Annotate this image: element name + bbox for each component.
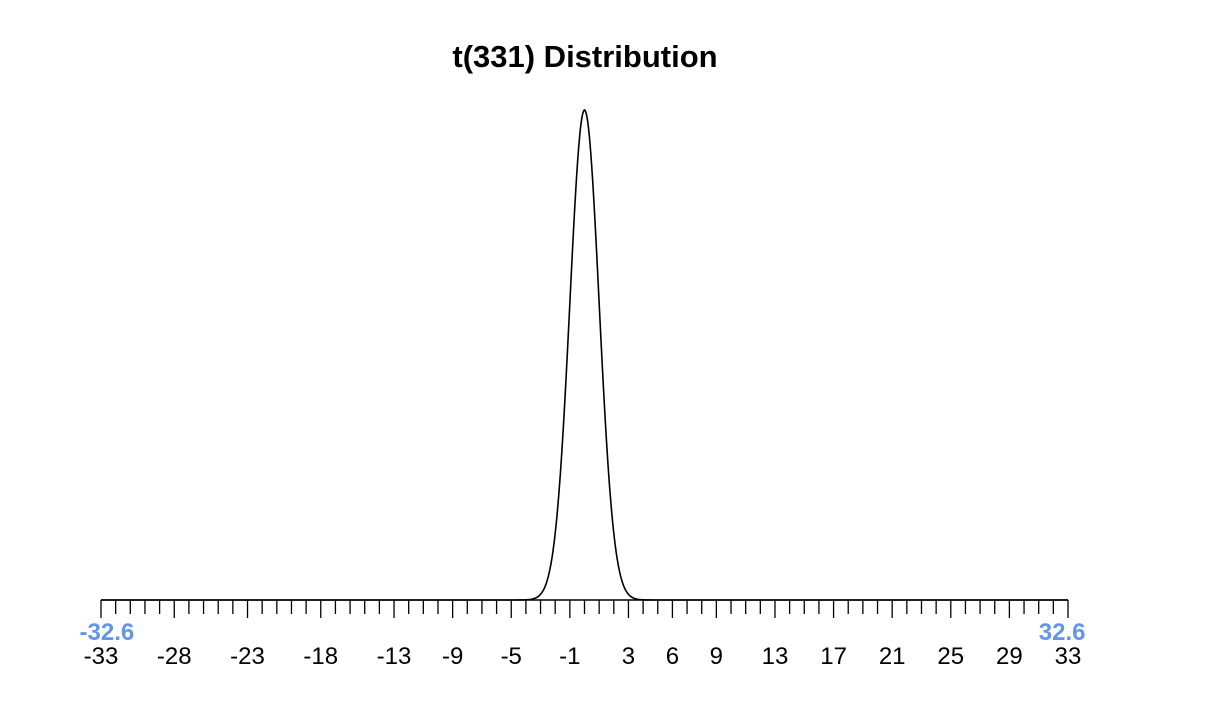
x-tick-label: -5 (501, 643, 522, 670)
x-tick-label: -13 (377, 643, 412, 670)
x-axis-tick-labels: -33 -28 -23 -18 -13 -9 -5 -1 3 6 9 13 17 21 25 29 33 (84, 643, 1082, 670)
x-tick-label: -33 (84, 643, 119, 670)
x-tick-label: 3 (622, 643, 635, 670)
x-tick-label: 17 (820, 643, 847, 670)
x-tick-label: 33 (1055, 643, 1082, 670)
x-tick-label: 21 (879, 643, 906, 670)
density-curve (101, 108, 1068, 601)
x-tick-label: -1 (559, 643, 580, 670)
bound-label: -32.6 (80, 619, 135, 646)
x-tick-label: -9 (442, 643, 463, 670)
bound-labels: -32.6 32.6 (80, 619, 1086, 646)
x-tick-label: 29 (996, 643, 1023, 670)
x-tick-label: -28 (157, 643, 192, 670)
x-tick-label: 6 (666, 643, 679, 670)
x-axis (100, 599, 1069, 618)
x-tick-label: 25 (937, 643, 964, 670)
x-tick-label: 13 (762, 643, 789, 670)
bound-label: 32.6 (1039, 619, 1086, 646)
x-tick-label: -23 (230, 643, 265, 670)
x-tick-label: 9 (710, 643, 723, 670)
x-tick-label: -18 (303, 643, 338, 670)
chart-title: t(331) Distribution (452, 39, 717, 74)
